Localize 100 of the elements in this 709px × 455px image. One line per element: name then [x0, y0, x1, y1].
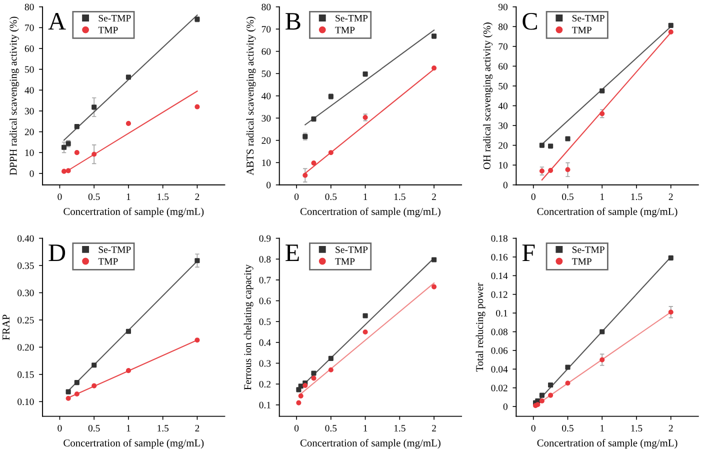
point [565, 364, 570, 370]
y-tick-label: 0.6 [259, 298, 271, 304]
point [432, 284, 437, 290]
x-tick-label: 0.5 [88, 424, 100, 432]
x-tick-label: 1 [364, 194, 368, 200]
legend-label: TMP [98, 258, 118, 265]
x-axis-title: Concertration of sample (mg/mL) [300, 208, 440, 218]
x-tick-label: 0 [58, 424, 62, 432]
point [548, 392, 554, 398]
y-tick-label: 80 [262, 4, 271, 10]
y-tick-label: 70 [498, 43, 508, 50]
y-tick-label: 70 [25, 24, 34, 32]
point [302, 382, 308, 388]
x-tick-label: 0.5 [88, 193, 100, 200]
y-tick-label: 10 [262, 160, 271, 166]
x-tick-label: 1 [600, 194, 604, 200]
x-tick-label: 1 [364, 424, 368, 432]
point [311, 370, 316, 376]
y-tick-label: 0.10 [18, 398, 34, 406]
y-tick-label: 40 [498, 102, 508, 110]
y-tick-label: 60 [24, 45, 34, 52]
point [328, 150, 334, 156]
point [92, 362, 97, 368]
y-tick-label: 90 [498, 4, 508, 10]
x-tick-label: 1.5 [158, 194, 169, 200]
point [600, 357, 605, 362]
y-tick-label: 0.1 [496, 310, 508, 317]
x-tick-label: 0 [58, 193, 62, 200]
y-tick-label: 0 [266, 182, 271, 188]
y-axis-title: Ferrous ion chelating capacity [244, 264, 254, 390]
y-tick-label: 0.04 [491, 366, 508, 373]
y-tick-label: 10 [498, 162, 508, 169]
x-tick-label: 1.5 [394, 424, 406, 432]
x-tick-label: 0 [294, 193, 299, 200]
point [298, 384, 304, 389]
point [539, 142, 545, 148]
legend-label: Se-TMP [336, 246, 368, 253]
point [92, 383, 97, 388]
chart-title: C [522, 12, 537, 30]
legend-label: TMP [572, 258, 592, 265]
point [126, 74, 132, 80]
point [66, 389, 71, 394]
x-tick-label: 0 [531, 193, 536, 200]
y-tick-label: 0.4 [259, 339, 271, 346]
point [548, 168, 554, 173]
y-tick-label: 0.18 [491, 235, 508, 242]
y-tick-label: 80 [498, 24, 508, 30]
point [668, 310, 674, 315]
point [61, 144, 67, 150]
x-tick-label: 2 [432, 194, 436, 200]
x-tick-label: 1 [126, 424, 130, 432]
legend-label: Se-TMP [572, 246, 604, 253]
point [548, 144, 554, 149]
y-tick-label: 0.02 [491, 384, 508, 392]
x-tick-label: 1.5 [394, 194, 406, 200]
y-tick-label: 40 [262, 92, 271, 100]
point [432, 65, 437, 71]
legend-label: Se-TMP [98, 246, 131, 253]
y-tick-label: 0.14 [491, 272, 508, 280]
point [668, 22, 674, 28]
y-tick-label: 0 [30, 170, 34, 177]
point [362, 329, 368, 335]
point [61, 168, 67, 174]
legend-label: TMP [335, 258, 355, 265]
y-tick-label: 30 [262, 115, 271, 122]
y-tick-label: 0 [503, 403, 508, 410]
point [66, 168, 71, 174]
chart-title: A [48, 13, 66, 30]
point [302, 172, 308, 178]
legend-label: Se-TMP [572, 14, 604, 22]
y-axis-title: ABTS radical scavenging activity (%) [246, 16, 256, 176]
y-tick-label: 20 [498, 142, 508, 149]
point [362, 313, 368, 318]
legend-label: Se-TMP [336, 14, 368, 22]
y-tick-label: 0.12 [491, 291, 508, 298]
y-tick-label: 0.9 [259, 235, 271, 242]
point [539, 398, 545, 404]
x-tick-label: 0 [531, 424, 536, 432]
legend-label: TMP [572, 26, 592, 34]
point [668, 255, 674, 260]
y-tick-label: 0.40 [18, 235, 34, 242]
y-tick-label: 0.30 [18, 290, 34, 296]
legend-label: TMP [335, 26, 355, 34]
y-tick-label: 0.5 [259, 318, 271, 326]
y-axis-title: FRAP [2, 314, 10, 340]
chart-title: E [286, 244, 299, 261]
y-tick-label: 0 [503, 182, 508, 188]
point [565, 136, 570, 142]
y-axis-title: Total reducing power [476, 282, 486, 372]
y-tick-label: 80 [24, 4, 34, 10]
legend-label: Se-TMP [98, 14, 131, 22]
y-tick-label: 0.3 [259, 360, 271, 367]
y-axis-title: DPPH radical scavenging activity (%) [9, 16, 19, 176]
x-axis-title: Concertration of sample (mg/mL) [537, 208, 678, 218]
y-tick-label: 0.7 [259, 276, 271, 284]
y-tick-label: 0.2 [259, 380, 270, 388]
x-tick-label: 1 [600, 424, 604, 432]
x-tick-label: 2 [668, 424, 673, 432]
y-tick-label: 70 [262, 26, 271, 33]
y-tick-label: 0.06 [491, 347, 508, 354]
